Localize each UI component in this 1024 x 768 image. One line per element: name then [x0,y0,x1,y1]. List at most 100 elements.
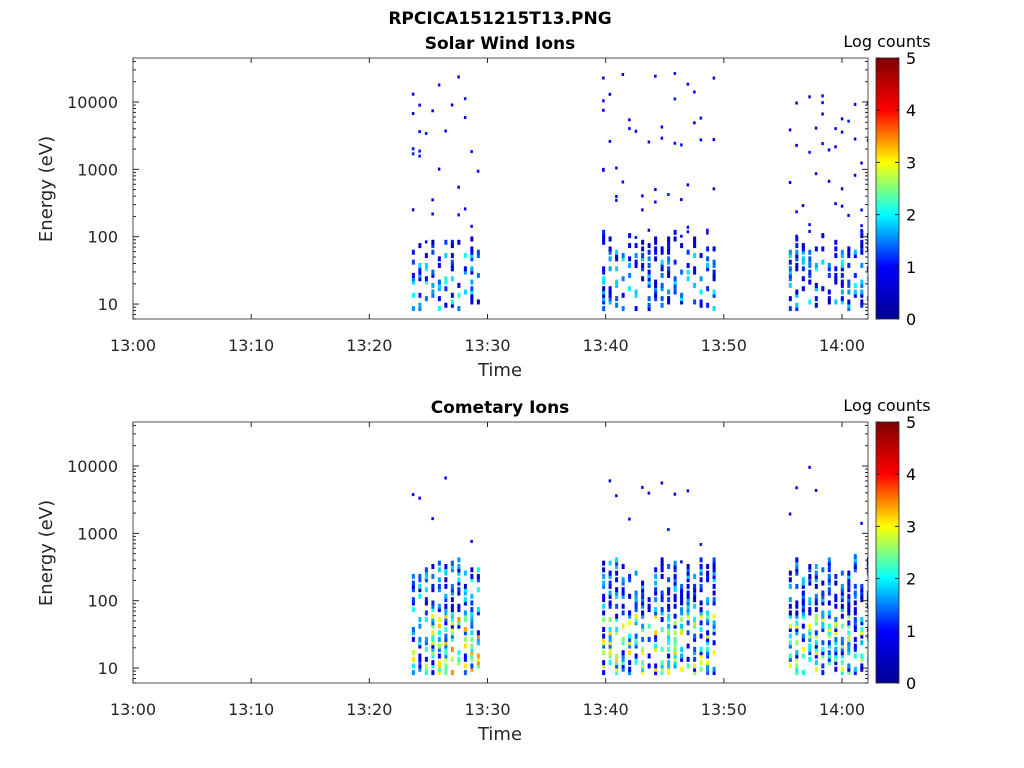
heatmap-cell [693,266,697,272]
heatmap-cell [680,299,684,305]
heatmap-cell [667,256,671,262]
heatmap-cell [847,246,851,252]
heatmap-cell [608,603,612,609]
heatmap-cell [673,289,677,295]
heatmap-cell [667,528,670,532]
heatmap-cell [411,249,415,255]
heatmap-cell [602,636,606,642]
heatmap-cell [431,663,435,669]
heatmap-cell [699,653,703,659]
heatmap-cell [680,292,684,298]
heatmap-cell [602,650,606,656]
heatmap-cell [621,653,625,659]
heatmap-cell [795,626,799,632]
heatmap-cell [470,666,474,672]
heatmap-cell [641,593,645,599]
heatmap-cell [457,239,461,245]
heatmap-cell [615,617,619,623]
heatmap-cell [795,670,799,676]
heatmap-cell [647,282,651,288]
heatmap-cell [411,587,415,593]
heatmap-cell [437,262,441,268]
heatmap-cell [808,465,811,469]
heatmap-cell [615,587,619,593]
heatmap-cell [795,234,798,238]
heatmap-cell [860,630,864,636]
heatmap-cell [476,653,480,659]
heatmap-cell [641,485,644,489]
heatmap-cell [860,521,863,525]
heatmap-cell [860,617,864,623]
heatmap-cell [424,646,428,652]
heatmap-cell [853,567,857,573]
heatmap-cell [457,213,460,217]
x-tick-label: 14:00 [819,700,865,719]
heatmap-cell [795,613,799,619]
heatmap-cell [444,626,448,632]
heatmap-cell [634,617,638,623]
heatmap-cell [847,299,851,305]
heatmap-cell [444,597,448,603]
heatmap-cell [411,583,415,589]
heatmap-cell [853,137,857,141]
heatmap-cell [437,587,441,593]
heatmap-cell [712,560,716,566]
heatmap-cell [801,610,805,616]
heatmap-cell [608,633,612,639]
heatmap-cell [860,289,864,295]
heatmap-cell [827,590,831,596]
colorbar-tick-label: 1 [906,258,916,277]
heatmap-cell [693,299,697,305]
heatmap-cell [686,262,690,268]
heatmap-cell [450,620,454,626]
colorbar-tick-label: 4 [906,101,916,120]
heatmap-cell [693,597,697,603]
heatmap-cell [654,633,658,639]
heatmap-cell [621,593,625,599]
heatmap-cell [840,583,844,589]
heatmap-cell [602,597,606,603]
heatmap-cell [686,573,690,579]
heatmap-cell [411,493,415,497]
heatmap-cell [654,643,658,649]
heatmap-cell [615,256,619,262]
heatmap-cell [444,670,448,676]
heatmap-cell [470,224,473,228]
heatmap-cell [418,103,421,107]
heatmap-cell [424,570,428,576]
heatmap-cell [827,148,831,152]
heatmap-cell [712,289,716,295]
heatmap-cell [706,670,710,676]
heatmap-cell [788,653,792,659]
heatmap-cell [699,626,703,632]
heatmap-cell [808,249,812,255]
heatmap-cell [654,573,658,579]
heatmap-cell [853,626,857,632]
heatmap-cell [814,246,818,252]
heatmap-cell [821,101,824,105]
heatmap-cell [463,663,467,669]
heatmap-cell [647,302,651,308]
heatmap-cell [621,587,625,593]
heatmap-cell [621,663,625,669]
heatmap-cell [608,479,612,483]
heatmap-cell [834,603,838,609]
heatmap-cell [788,249,792,255]
heatmap-cell [424,253,428,259]
heatmap-cell [660,666,664,672]
heatmap-cell [693,243,697,249]
heatmap-cell [840,636,844,642]
heatmap-cell [660,617,664,623]
heatmap-cell [437,583,441,589]
heatmap-cell [608,256,612,262]
heatmap-cell [834,266,838,272]
heatmap-cell [450,560,454,566]
heatmap-cell [853,666,857,672]
heatmap-cell [667,590,671,596]
heatmap-cell [673,640,677,646]
heatmap-cell [847,666,851,672]
heatmap-cell [660,262,664,268]
heatmap-cell [847,306,851,312]
heatmap-cell [821,650,825,656]
heatmap-cell [431,587,435,593]
